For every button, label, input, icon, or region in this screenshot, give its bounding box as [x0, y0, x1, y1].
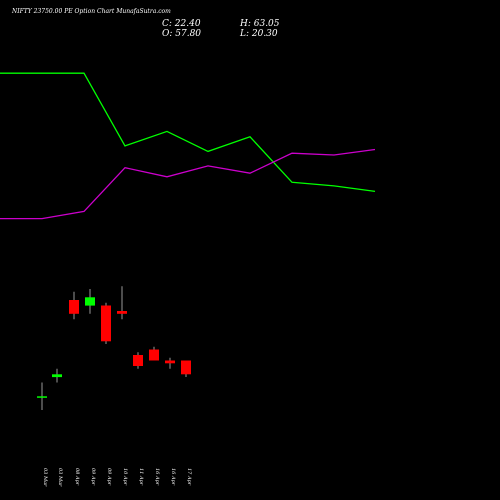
candle-body: [52, 374, 62, 378]
x-tick-label: 08 Apr: [74, 468, 80, 486]
chart-title: NIFTY 23750.00 PE Option Chart MunafaSut…: [12, 8, 171, 15]
x-tick-label: 16 Apr: [154, 468, 160, 486]
low-value: L: 20.30: [240, 29, 278, 39]
series-line-1: [0, 148, 376, 220]
candle-body: [117, 311, 127, 314]
x-tick-label: 10 Apr: [122, 468, 128, 486]
candle-body: [37, 396, 47, 398]
candle-body: [165, 360, 175, 364]
x-axis-labels: 03 Mar 03 Mar 08 Apr 09 Apr 09 Apr 10 Apr 11 A…: [42, 468, 192, 487]
price-lines: [0, 72, 376, 220]
close-value: C: 22.40: [162, 19, 201, 29]
high-value: H: 63.05: [240, 19, 280, 29]
x-tick-label: 03 Mar: [57, 468, 63, 487]
x-tick-label: 11 Apr: [138, 468, 144, 486]
candle-body: [101, 305, 111, 342]
x-tick-label: 09 Apr: [106, 468, 112, 486]
x-tick-label: 03 Mar: [42, 468, 48, 487]
x-tick-label: 16 Apr: [170, 468, 176, 486]
candlesticks: [37, 286, 191, 410]
x-tick-label: 09 Apr: [90, 468, 96, 486]
open-value: O: 57.80: [162, 29, 202, 39]
candle-body: [133, 355, 143, 366]
x-tick-label: 17 Apr: [186, 468, 192, 486]
candle-body: [69, 300, 79, 314]
series-line-0: [0, 72, 376, 193]
candle-body: [181, 360, 191, 375]
candle-body: [149, 349, 159, 361]
candle-body: [85, 297, 95, 306]
